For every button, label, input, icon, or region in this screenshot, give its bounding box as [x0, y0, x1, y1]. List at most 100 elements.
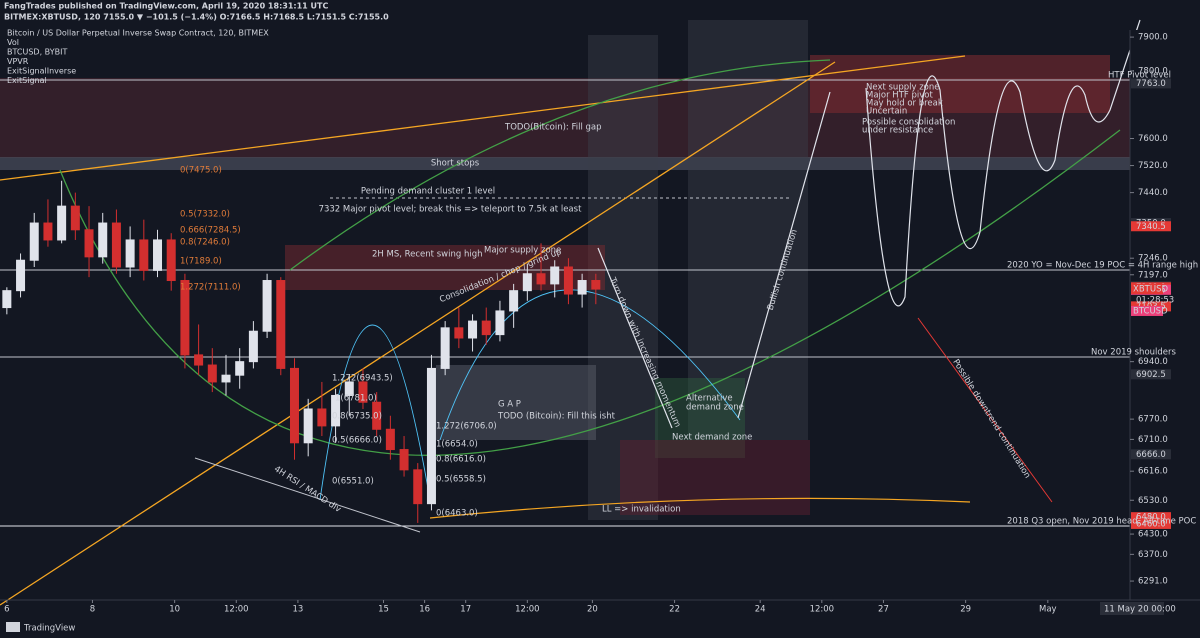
- candle-body: [248, 330, 258, 363]
- x-tick-label: 13: [292, 605, 303, 615]
- annotation: 1.272(6706.0): [436, 422, 497, 432]
- candle-body: [591, 280, 601, 290]
- candle-body: [2, 290, 12, 309]
- candle-body: [385, 428, 395, 451]
- annotation: demand zone: [686, 403, 744, 413]
- supply-zone: [810, 55, 1110, 113]
- legend-entry: BTCUSD, BYBIT: [7, 48, 67, 57]
- y-tick-label: 6770.0: [1138, 415, 1168, 425]
- x-tick-label: 6: [4, 605, 9, 615]
- annotation: G A P: [498, 400, 521, 410]
- annotation: 0.8(6616.0): [436, 455, 486, 465]
- annotation: 0.8(6735.0): [332, 412, 382, 422]
- legend-entry: ExitSignal: [7, 76, 47, 85]
- y-tick-label: 6710.0: [1138, 435, 1168, 445]
- annotation: 0(6463.0): [436, 509, 478, 519]
- y-tick-label: 6370.0: [1138, 550, 1168, 560]
- candle-body: [125, 239, 135, 268]
- candle-body: [57, 205, 67, 241]
- annotation: TODO(Bitcoin): Fill gap: [504, 123, 602, 133]
- annotation: 2020 YO = Nov-Dec 19 POC = 4H range high: [1007, 261, 1198, 271]
- invalidation-zone: [620, 440, 810, 515]
- annotation: Pending demand cluster 1 level: [361, 187, 495, 197]
- legend-entry: VPVR: [7, 57, 29, 66]
- price-tag: [1131, 518, 1171, 529]
- trendline: [0, 61, 836, 606]
- annotation: 0.5(7332.0): [180, 210, 230, 220]
- legend: Bitcoin / US Dollar Perpetual Inverse Sw…: [7, 29, 269, 86]
- x-tick-label: 10: [169, 605, 180, 615]
- annotation: Next supply zone: [866, 83, 939, 93]
- candle-body: [454, 327, 464, 339]
- symbol-tag: [1131, 305, 1163, 316]
- candle-body: [481, 320, 491, 336]
- price-tag: [1131, 512, 1171, 523]
- candle-body: [276, 280, 286, 369]
- annotation: Short stops: [431, 159, 480, 169]
- annotation: under resistance: [862, 126, 933, 136]
- candle-body: [577, 280, 587, 295]
- candle-body: [399, 449, 409, 471]
- logo: [6, 622, 20, 632]
- price-tag: [1131, 449, 1171, 460]
- annotation: Major HTF pivot: [866, 91, 933, 101]
- annotation: 0.5(6666.0): [332, 436, 382, 446]
- divergence-line: [194, 457, 421, 533]
- annotation: 1(6781.0): [335, 394, 377, 404]
- annotation: Major supply zone: [484, 246, 561, 256]
- cursor-label: 11 May 20 00:00: [1104, 605, 1176, 615]
- candle-body: [303, 408, 313, 444]
- candle-body: [495, 310, 505, 336]
- price-tag: [1131, 369, 1171, 380]
- y-tick-label: 7800.0: [1138, 66, 1168, 76]
- y-tick-label: 7600.0: [1138, 134, 1168, 144]
- annotation: 0(7475.0): [180, 166, 222, 176]
- candle-body: [262, 280, 272, 332]
- projection-arrow: [917, 317, 1053, 503]
- y-tick-label: 6940.0: [1138, 357, 1168, 367]
- candle-body: [413, 469, 423, 505]
- y-tick-label: 7900.0: [1138, 33, 1168, 43]
- projection-path: [597, 19, 1141, 429]
- cursor-box: [1100, 602, 1164, 615]
- x-tick-label: 12:00: [515, 605, 540, 615]
- candle-body: [166, 239, 176, 282]
- curve: [429, 497, 971, 519]
- candle-body: [440, 327, 450, 369]
- y-tick-label: 7440.0: [1138, 188, 1168, 198]
- annotation: 0(6551.0): [332, 477, 374, 487]
- curve: [59, 129, 1121, 456]
- candle-body: [98, 222, 108, 258]
- annotation: 1(7189.0): [180, 257, 222, 267]
- annotation: Alternative: [686, 394, 733, 404]
- annotation: Next demand zone: [672, 433, 752, 443]
- annotation: TODO (Bitcoin): Fill this isht: [497, 412, 616, 422]
- candle-body: [522, 273, 532, 292]
- y-tick-label: 7197.0: [1138, 270, 1168, 280]
- price-tag-label: 6480.0: [1136, 513, 1166, 523]
- gap-zone: [688, 20, 808, 440]
- candle-body: [16, 259, 26, 292]
- countdown: 01:28:53: [1136, 295, 1174, 305]
- annotation: 0.666(7284.5): [180, 226, 241, 236]
- annotation: May hold or break: [866, 99, 943, 109]
- price-tag-label: 6666.0: [1136, 450, 1166, 460]
- x-tick-label: 29: [960, 605, 971, 615]
- x-tick-label: 24: [755, 605, 766, 615]
- y-tick-label: 7246.0: [1138, 254, 1168, 264]
- candle-body: [550, 266, 560, 285]
- candle-body: [426, 367, 436, 505]
- candle-body: [70, 205, 80, 231]
- candle-body: [372, 401, 382, 430]
- annotation: Possible consolidation: [862, 118, 955, 128]
- annotation: 2018 Q3 open, Nov 2019 head, All-time PO…: [1007, 517, 1196, 527]
- symbol-tag-label: BTCUSD: [1133, 306, 1168, 316]
- candle-body: [358, 381, 368, 403]
- symbol-tag: [1131, 283, 1163, 294]
- candle-body: [180, 280, 190, 356]
- y-tick-label: 6430.0: [1138, 530, 1168, 540]
- x-tick-label: 27: [878, 605, 889, 615]
- y-tick-label: 6616.0: [1138, 467, 1168, 477]
- x-tick-label: 20: [587, 605, 598, 615]
